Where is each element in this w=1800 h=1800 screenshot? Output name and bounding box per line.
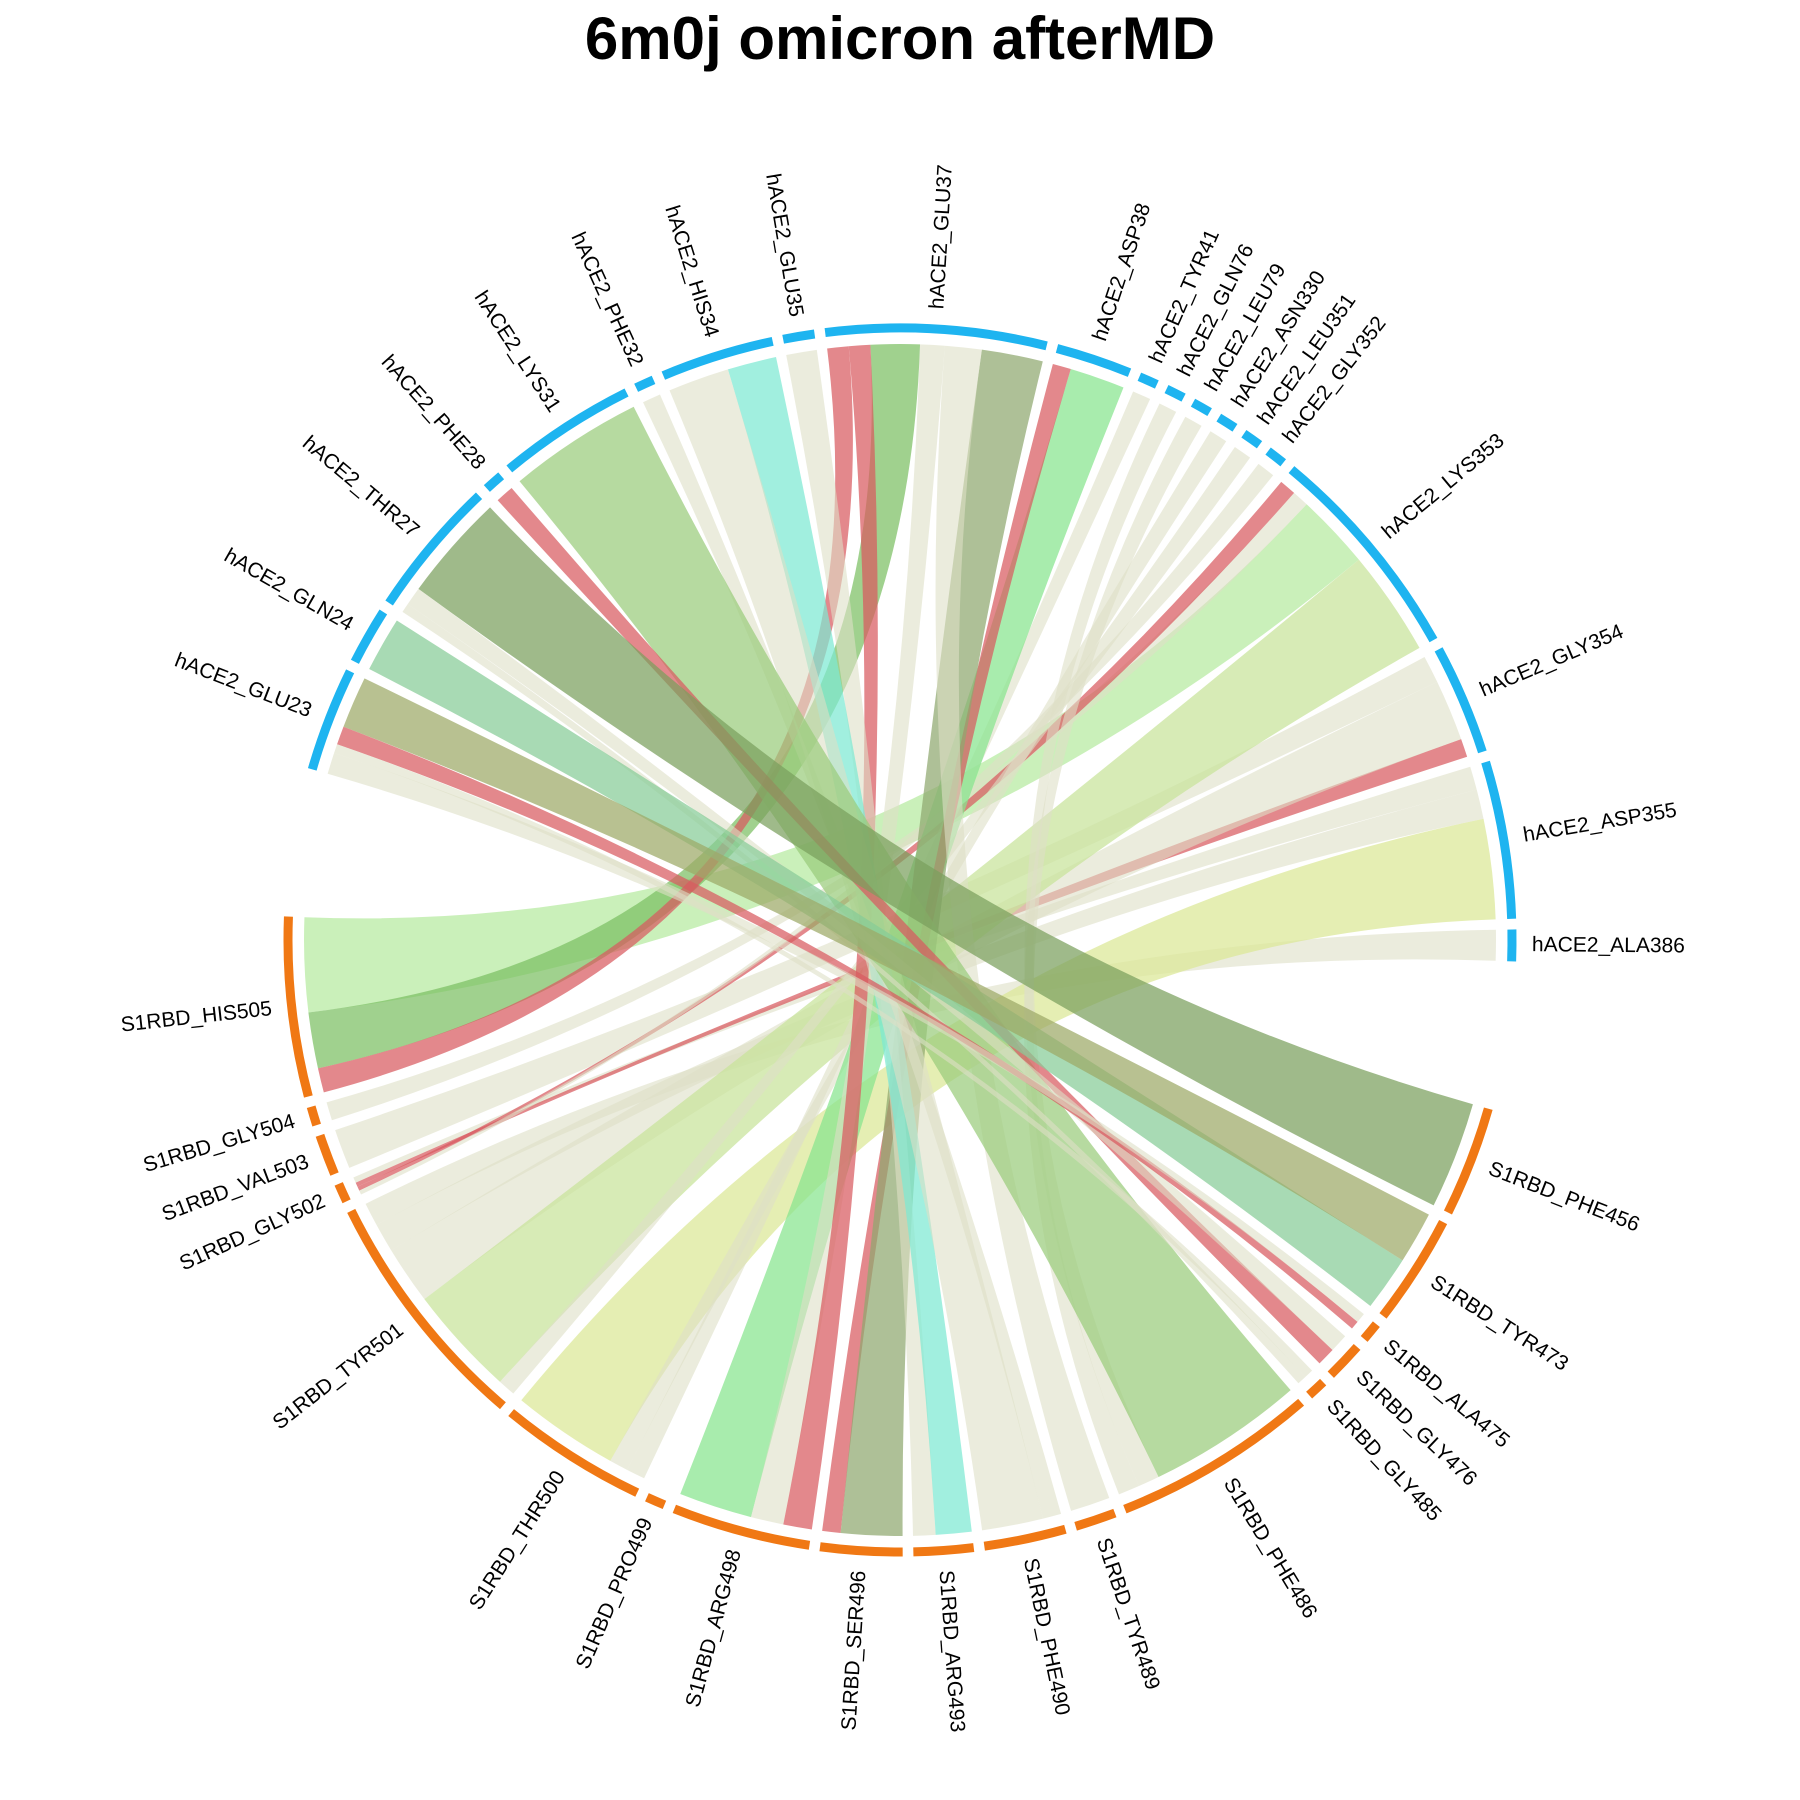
sector-track-s1rbd_gly502 xyxy=(334,1182,351,1204)
sector-label-hace2_phe32: hACE2_PHE32 xyxy=(567,229,648,370)
ribbons-layer xyxy=(303,344,1496,1537)
sector-track-hace2_phe32 xyxy=(634,375,656,392)
sector-track-s1rbd_gly476 xyxy=(1327,1343,1361,1378)
sector-label-hace2_ala386: hACE2_ALA386 xyxy=(1532,933,1685,957)
sector-track-hace2_gly354 xyxy=(1434,647,1487,754)
sector-label-hace2_gln24: hACE2_GLN24 xyxy=(220,544,357,636)
sector-label-hace2_lys31: hACE2_LYS31 xyxy=(470,287,566,417)
sector-label-hace2_asp355: hACE2_ASP355 xyxy=(1521,799,1678,847)
sector-track-hace2_leu351 xyxy=(1241,430,1263,449)
sector-label-hace2_thr27: hACE2_THR27 xyxy=(298,431,424,542)
sector-label-hace2_asp38: hACE2_ASP38 xyxy=(1088,200,1155,344)
sector-track-s1rbd_arg493 xyxy=(913,1543,975,1557)
link-ribbon-hace2_glu23-s1rbd_tyr473 xyxy=(343,678,1429,1261)
link-ribbon-hace2_glu37-s1rbd_his505 xyxy=(308,344,921,1069)
sector-track-hace2_glu37 xyxy=(824,323,1048,351)
sector-track-s1rbd_thr500 xyxy=(508,1409,640,1497)
sector-label-s1rbd_tyr489: S1RBD_TYR489 xyxy=(1092,1535,1164,1693)
link-ribbon-hace2_phe32-s1rbd_phe490 xyxy=(643,394,1062,1519)
sector-track-hace2_asp355 xyxy=(1481,760,1517,919)
sector-track-s1rbd_tyr501 xyxy=(347,1208,506,1410)
link-ribbon-hace2_asp355-s1rbd_tyr501 xyxy=(376,789,1484,1251)
link-ribbon-hace2_ala386-s1rbd_tyr501 xyxy=(365,929,1496,1225)
sector-track-s1rbd_tyr489 xyxy=(1074,1508,1117,1531)
sector-track-hace2_gln76 xyxy=(1164,385,1186,402)
sector-track-hace2_glu35 xyxy=(782,329,816,344)
sector-track-hace2_gly352 xyxy=(1265,447,1287,467)
link-ribbon-hace2_phe28-s1rbd_gly476 xyxy=(497,487,1333,1364)
sector-label-s1rbd_arg498: S1RBD_ARG498 xyxy=(681,1547,745,1710)
sector-track-hace2_thr27 xyxy=(385,492,483,606)
sector-label-s1rbd_phe486: S1RBD_PHE486 xyxy=(1219,1474,1322,1623)
sector-track-hace2_asp38 xyxy=(1055,344,1132,377)
sector-label-s1rbd_his505: S1RBD_HIS505 xyxy=(120,997,273,1037)
sector-label-s1rbd_arg493: S1RBD_ARG493 xyxy=(934,1570,968,1733)
sector-track-s1rbd_his505 xyxy=(283,916,313,1098)
sector-track-s1rbd_ser496 xyxy=(819,1542,903,1557)
sector-track-hace2_leu79 xyxy=(1190,398,1212,416)
link-ribbon-hace2_leu351-s1rbd_tyr501 xyxy=(500,446,1251,1394)
link-ribbon-hace2_thr27-s1rbd_gly476 xyxy=(407,588,1346,1351)
sector-track-hace2_lys31 xyxy=(506,388,629,473)
sector-track-s1rbd_phe490 xyxy=(983,1524,1067,1551)
link-ribbon-hace2_lys31-s1rbd_phe486 xyxy=(519,406,1291,1477)
sector-track-hace2_tyr41 xyxy=(1137,372,1159,389)
sector-label-s1rbd_phe456: S1RBD_PHE456 xyxy=(1485,1157,1642,1236)
link-ribbon-hace2_asp355-s1rbd_thr500 xyxy=(521,818,1496,1461)
sector-label-hace2_lys353: hACE2_LYS353 xyxy=(1378,429,1509,544)
link-ribbon-hace2_glu35-s1rbd_arg493 xyxy=(786,349,936,1536)
link-ribbon-hace2_tyr41-s1rbd_thr500 xyxy=(627,391,1151,1479)
sector-label-s1rbd_gly485: S1RBD_GLY485 xyxy=(1322,1395,1446,1526)
link-ribbon-hace2_gly354-s1rbd_gly502 xyxy=(355,739,1468,1187)
sector-label-hace2_phe28: hACE2_PHE28 xyxy=(377,351,490,475)
sector-track-s1rbd_ala475 xyxy=(1360,1321,1380,1342)
diagram-title: 6m0j omicron afterMD xyxy=(584,5,1216,72)
sector-track-s1rbd_gly504 xyxy=(306,1105,321,1127)
link-ribbon-hace2_gly354-s1rbd_val503 xyxy=(335,657,1438,1168)
sector-label-hace2_glu23: hACE2_GLU23 xyxy=(172,649,315,723)
sector-label-s1rbd_tyr501: S1RBD_TYR501 xyxy=(268,1319,407,1435)
sector-track-hace2_lys353 xyxy=(1288,466,1438,643)
sector-tracks-layer xyxy=(283,323,1517,1557)
link-ribbon-hace2_glu37-s1rbd_arg498 xyxy=(751,344,945,1525)
sector-label-hace2_his34: hACE2_HIS34 xyxy=(660,203,723,341)
sector-track-s1rbd_phe486 xyxy=(1123,1398,1305,1514)
link-ribbon-hace2_asp355-s1rbd_gly502 xyxy=(353,766,1477,1183)
sector-label-hace2_gly354: hACE2_GLY354 xyxy=(1476,620,1627,702)
link-ribbon-hace2_asp38-s1rbd_ser496 xyxy=(822,363,1071,1534)
sector-label-s1rbd_ser496: S1RBD_SER496 xyxy=(837,1570,870,1731)
sector-track-hace2_gln24 xyxy=(350,609,388,664)
sector-label-s1rbd_phe490: S1RBD_PHE490 xyxy=(1019,1556,1074,1717)
sector-label-s1rbd_thr500: S1RBD_THR500 xyxy=(465,1467,570,1614)
link-ribbon-hace2_thr27-s1rbd_phe456 xyxy=(418,507,1473,1206)
sector-track-hace2_glu23 xyxy=(307,669,355,771)
link-ribbon-hace2_lys353-s1rbd_his505 xyxy=(303,504,1359,1013)
sector-track-s1rbd_gly485 xyxy=(1306,1378,1327,1399)
sector-track-hace2_phe28 xyxy=(483,472,505,492)
link-ribbon-hace2_gly354-s1rbd_tyr501 xyxy=(391,681,1462,1300)
sector-track-hace2_his34 xyxy=(661,336,774,380)
sector-track-hace2_asn330 xyxy=(1216,413,1238,432)
sector-track-s1rbd_tyr473 xyxy=(1379,1219,1448,1319)
sector-label-s1rbd_tyr473: S1RBD_TYR473 xyxy=(1426,1271,1572,1376)
sector-track-s1rbd_phe456 xyxy=(1443,1107,1493,1215)
sector-label-s1rbd_ala475: S1RBD_ALA475 xyxy=(1379,1335,1514,1453)
sector-label-hace2_glu37: hACE2_GLU37 xyxy=(925,164,957,310)
link-ribbon-hace2_his34-s1rbd_phe490 xyxy=(669,369,1044,1531)
sector-track-s1rbd_pro499 xyxy=(645,1493,667,1510)
sector-track-s1rbd_arg498 xyxy=(672,1504,811,1550)
sector-label-hace2_glu35: hACE2_GLU35 xyxy=(761,172,808,319)
sector-track-s1rbd_val503 xyxy=(315,1133,339,1176)
link-ribbon-hace2_his34-s1rbd_arg493 xyxy=(727,357,972,1535)
link-ribbon-hace2_glu37-s1rbd_ser496 xyxy=(840,349,1043,1537)
sector-label-s1rbd_pro499: S1RBD_PRO499 xyxy=(571,1514,657,1672)
